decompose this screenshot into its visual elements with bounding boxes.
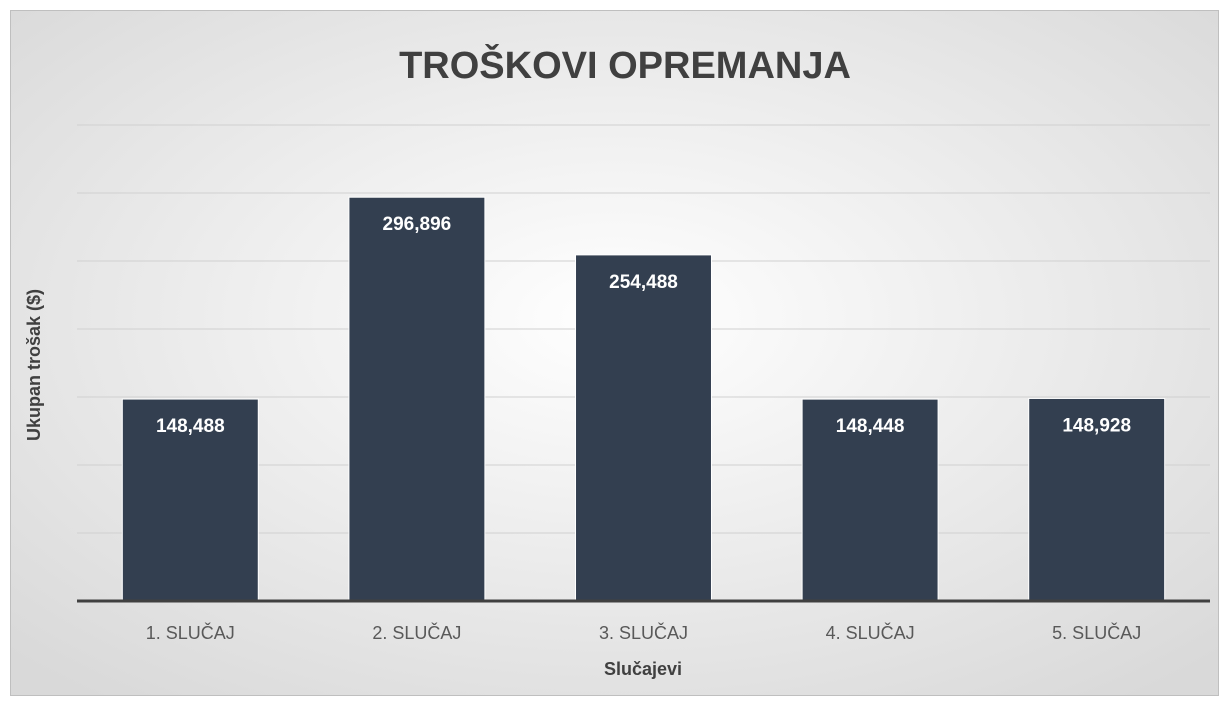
bar <box>348 196 486 602</box>
x-axis-title: Slučajevi <box>604 659 682 679</box>
y-axis-title: Ukupan trošak ($) <box>24 289 44 441</box>
bar <box>121 398 259 602</box>
data-label: 254,488 <box>609 272 678 293</box>
x-tick-label: 2. SLUČAJ <box>372 622 461 643</box>
bar <box>1028 397 1166 602</box>
data-label: 148,488 <box>156 416 225 437</box>
data-label: 148,928 <box>1062 415 1131 436</box>
x-tick-label: 1. SLUČAJ <box>146 622 235 643</box>
data-label: 148,448 <box>836 416 905 437</box>
x-tick-label: 4. SLUČAJ <box>826 622 915 643</box>
data-label: 296,896 <box>383 214 452 235</box>
x-tick-label: 3. SLUČAJ <box>599 622 688 643</box>
x-tick-label: 5. SLUČAJ <box>1052 622 1141 643</box>
bar <box>575 254 712 602</box>
chart-title: TROŠKOVI OPREMANJA <box>399 42 851 87</box>
bar <box>801 398 939 602</box>
